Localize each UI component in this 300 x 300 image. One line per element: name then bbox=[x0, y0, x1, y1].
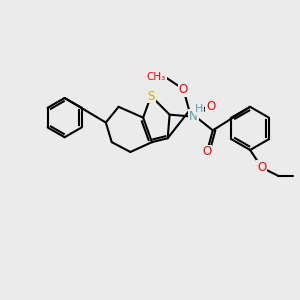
Text: O: O bbox=[206, 100, 215, 113]
Text: O: O bbox=[179, 82, 188, 96]
Text: CH₃: CH₃ bbox=[146, 72, 166, 82]
Text: O: O bbox=[257, 161, 266, 174]
Text: N: N bbox=[189, 110, 198, 123]
Text: H: H bbox=[195, 104, 203, 114]
Text: O: O bbox=[202, 146, 212, 158]
Text: S: S bbox=[147, 89, 155, 103]
